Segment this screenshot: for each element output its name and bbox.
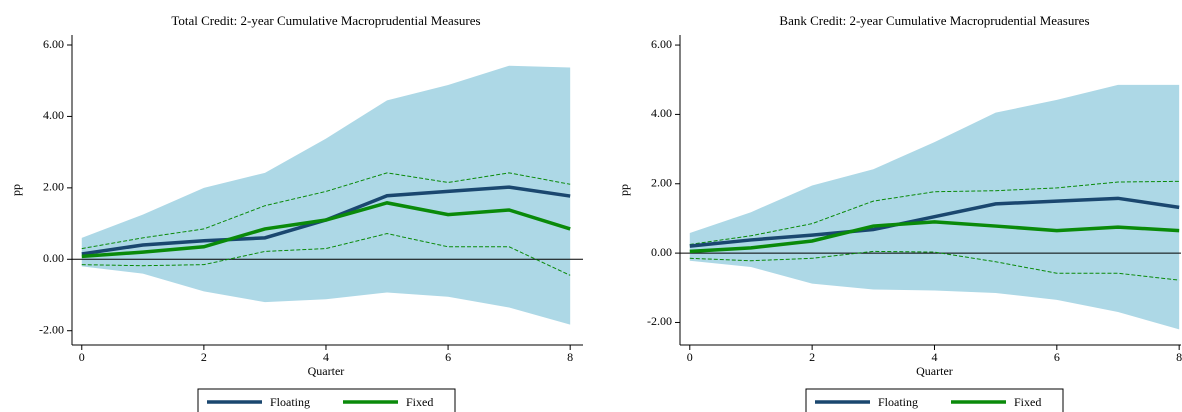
- y-tick-label: 2.00: [43, 180, 64, 194]
- y-axis-label: pp: [9, 184, 23, 196]
- legend-label: Fixed: [406, 395, 433, 409]
- y-tick-label: -2.00: [39, 322, 64, 336]
- legend: Floating Fixed: [197, 388, 456, 412]
- plot: [680, 84, 1181, 330]
- legend-box: [197, 388, 456, 412]
- confidence-band: [81, 65, 571, 325]
- chart-title: Total Credit: 2-year Cumulative Macropru…: [171, 13, 480, 28]
- series-line: [81, 201, 571, 259]
- x-tick-label: 0: [79, 350, 85, 364]
- plot: [72, 65, 583, 325]
- x-axis-label: Quarter: [308, 364, 345, 378]
- dashed-bound: [81, 233, 571, 276]
- chart-title: Bank Credit: 2-year Cumulative Macroprud…: [779, 13, 1089, 28]
- x-tick-label: 8: [567, 350, 573, 364]
- y-tick-label: 0.00: [43, 251, 64, 265]
- y-axis-label: pp: [617, 184, 631, 196]
- legend-label: Floating: [270, 395, 310, 409]
- confidence-band: [689, 84, 1180, 330]
- legend-box: [805, 388, 1064, 412]
- x-tick-label: 2: [809, 350, 815, 364]
- x-axis-label: Quarter: [916, 364, 953, 378]
- legend: Floating Fixed: [805, 388, 1064, 412]
- dashed-bound: [689, 180, 1180, 245]
- y-tick-label: -2.00: [647, 314, 672, 328]
- x-tick-label: 6: [445, 350, 451, 364]
- dashed-bound: [689, 250, 1180, 281]
- y-tick-label: 0.00: [651, 245, 672, 259]
- series-line: [689, 220, 1180, 254]
- x-tick-label: 4: [323, 350, 329, 364]
- x-tick-label: 0: [687, 350, 693, 364]
- y-tick-label: 4.00: [651, 106, 672, 120]
- y-tick-label: 2.00: [651, 176, 672, 190]
- x-tick-label: 4: [931, 350, 937, 364]
- y-tick-label: 4.00: [43, 108, 64, 122]
- x-tick-label: 6: [1054, 350, 1060, 364]
- legend-label: Floating: [878, 395, 918, 409]
- y-tick-label: 6.00: [651, 37, 672, 51]
- y-tick-label: 6.00: [43, 37, 64, 51]
- series-line: [689, 196, 1180, 248]
- x-tick-label: 2: [201, 350, 207, 364]
- legend-label: Fixed: [1014, 395, 1041, 409]
- x-tick-label: 8: [1176, 350, 1182, 364]
